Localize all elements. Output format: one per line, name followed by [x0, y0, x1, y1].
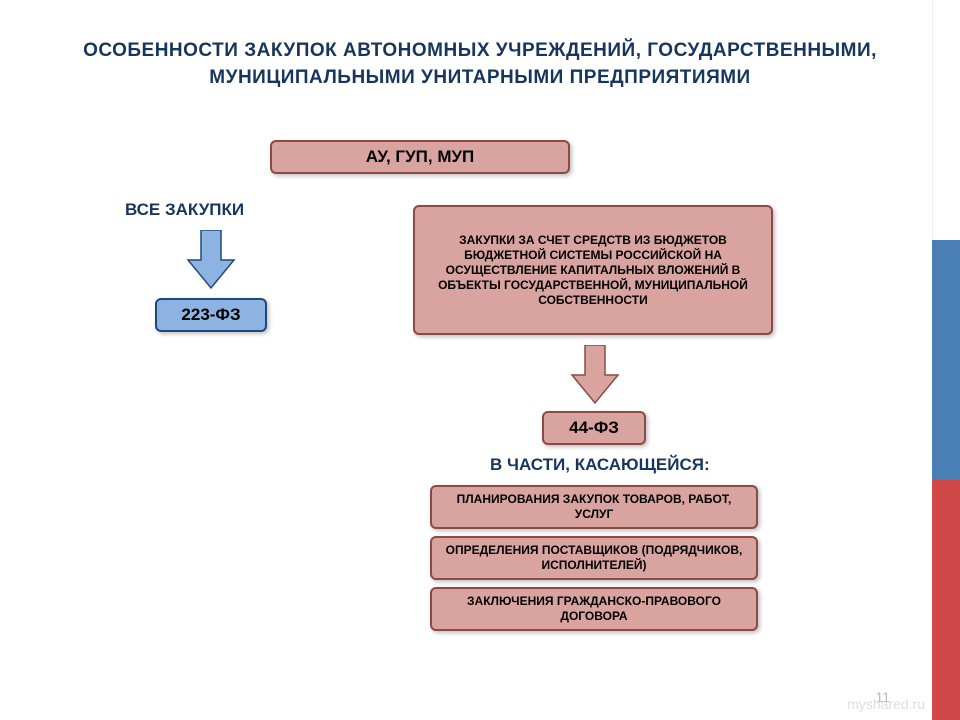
part-label: В ЧАСТИ, КАСАЮЩЕЙСЯ:: [490, 455, 710, 475]
page-title: ОСОБЕННОСТИ ЗАКУПОК АВТОНОМНЫХ УЧРЕЖДЕНИ…: [0, 0, 960, 91]
list-box-planning: ПЛАНИРОВАНИЯ ЗАКУПОК ТОВАРОВ, РАБОТ, УСЛ…: [430, 485, 758, 529]
box-223fz: 223-ФЗ: [155, 298, 267, 332]
all-purchases-label: ВСЕ ЗАКУПКИ: [125, 200, 244, 220]
top-box: АУ, ГУП, МУП: [270, 140, 570, 174]
arrow-right: [570, 345, 620, 405]
flag-white: [932, 0, 960, 240]
description-box: ЗАКУПКИ ЗА СЧЕТ СРЕДСТВ ИЗ БЮДЖЕТОВ БЮДЖ…: [413, 205, 773, 335]
arrow-left: [186, 230, 236, 290]
flag-decoration: [932, 0, 960, 720]
flag-red: [932, 480, 960, 720]
watermark: myshared.ru: [847, 696, 925, 712]
list-box-suppliers: ОПРЕДЕЛЕНИЯ ПОСТАВЩИКОВ (ПОДРЯДЧИКОВ, ИС…: [430, 536, 758, 580]
list-box-contract: ЗАКЛЮЧЕНИЯ ГРАЖДАНСКО-ПРАВОВОГО ДОГОВОРА: [430, 587, 758, 631]
box-44fz: 44-ФЗ: [542, 411, 646, 445]
flag-blue: [932, 240, 960, 480]
